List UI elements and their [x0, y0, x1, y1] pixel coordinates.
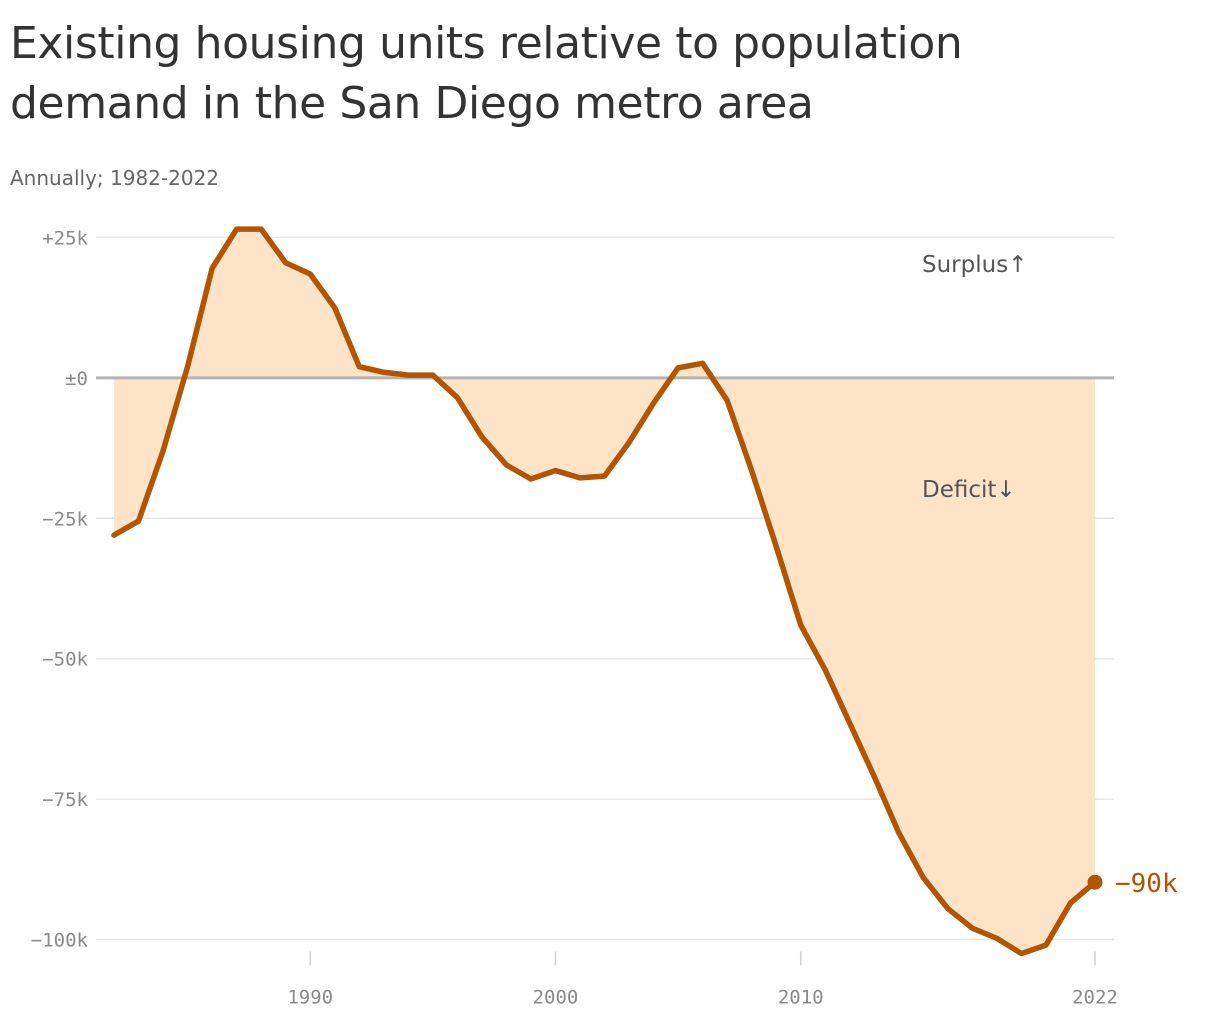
y-tick-label: −100k	[31, 930, 89, 952]
series-line	[111, 226, 1098, 957]
y-tick-label: −25k	[42, 508, 88, 530]
x-tick-label: 2022	[1072, 987, 1118, 1009]
end-point	[1087, 874, 1103, 890]
x-axis-ticks: 1990 2000 2010 2022	[287, 951, 1118, 1009]
chart-title: Existing housing units relative to popul…	[10, 18, 963, 129]
y-tick-label: −75k	[42, 789, 88, 811]
surplus-annotation: Surplus↑	[922, 252, 1027, 278]
deficit-annotation: Deficit↓	[922, 477, 1016, 503]
x-tick-label: 2010	[778, 987, 824, 1009]
area-fill	[114, 229, 1095, 954]
y-axis-ticks: +25k ±0 −25k −50k −75k −100k	[31, 228, 89, 952]
area-fill-layer	[114, 229, 1095, 954]
y-tick-label: ±0	[65, 368, 88, 390]
y-tick-label: −50k	[42, 649, 88, 671]
end-marker-layer: −90k	[1087, 869, 1178, 899]
line-layer	[111, 226, 1098, 957]
x-tick-label: 2000	[533, 987, 579, 1009]
y-tick-label: +25k	[42, 228, 88, 250]
x-tick-label: 1990	[287, 987, 333, 1009]
end-value-label: −90k	[1115, 869, 1178, 899]
chart-subtitle: Annually; 1982-2022	[10, 166, 220, 190]
